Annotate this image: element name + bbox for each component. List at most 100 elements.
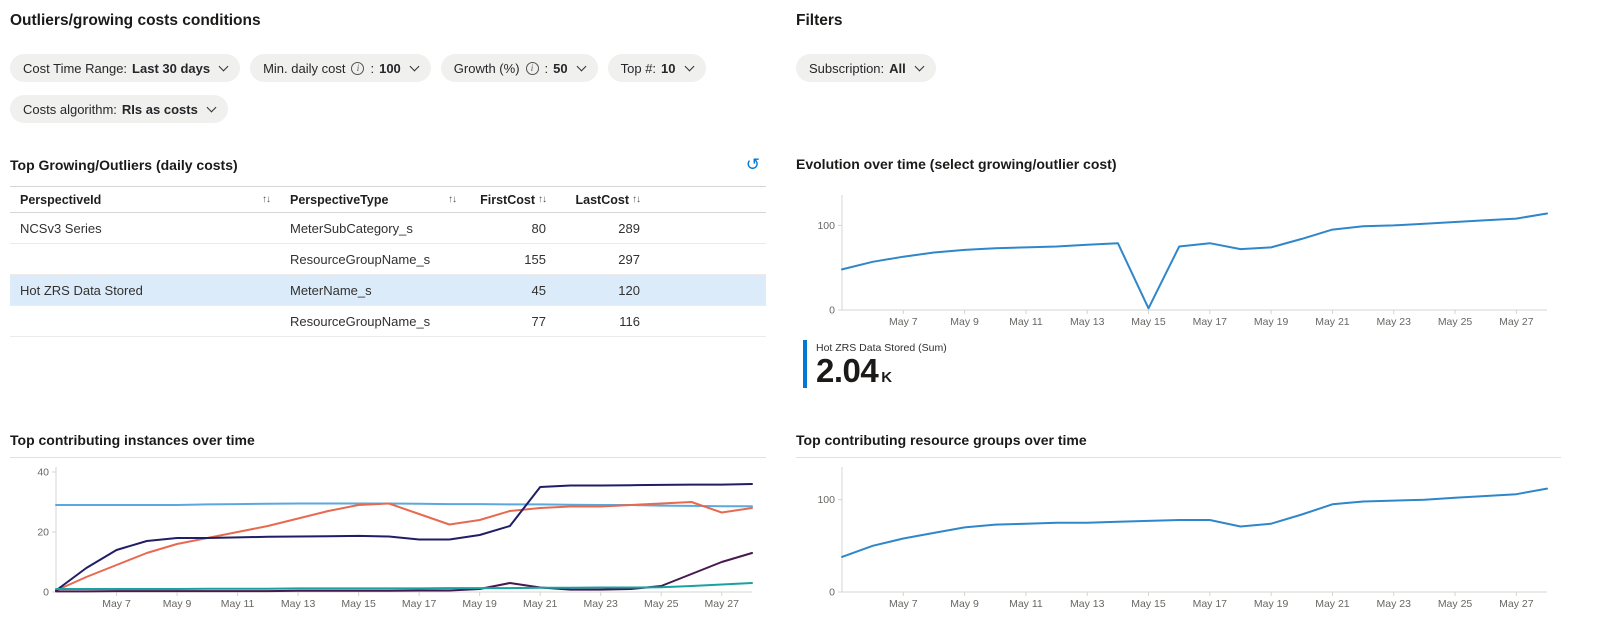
pill-cost-time-range[interactable]: Cost Time Range: Last 30 days (10, 54, 241, 82)
conditions-panel: Outliers/growing costs conditions Cost T… (10, 8, 766, 156)
undo-icon[interactable]: ↺ (745, 155, 760, 174)
conditions-title: Outliers/growing costs conditions (10, 12, 261, 29)
svg-text:May 19: May 19 (1254, 598, 1289, 610)
outliers-table: PerspectiveId ↑↓ PerspectiveType ↑↓ FirstCos… (10, 186, 766, 337)
instances-chart[interactable]: 0 20 40 May 7 May 9 May 11 May 13 May 15 May 17 M… (10, 464, 766, 614)
cell-lastcost: 120 (618, 282, 640, 298)
cell-perspectivetype: MeterSubCategory_s (290, 220, 413, 236)
column-header-label: FirstCost (480, 192, 535, 207)
chevron-down-icon (409, 61, 420, 71)
svg-text:May 13: May 13 (281, 598, 316, 610)
svg-text:May 27: May 27 (705, 598, 740, 610)
evolution-section: Evolution over time (select growing/outl… (796, 156, 1561, 426)
svg-text:May 15: May 15 (341, 598, 376, 610)
line-chart-svg: 0 20 40 May 7 May 9 May 11 May 13 May 15 May 17 M… (37, 467, 753, 610)
info-icon[interactable]: i (351, 61, 365, 75)
svg-text:May 17: May 17 (402, 598, 437, 610)
svg-text:100: 100 (817, 494, 835, 506)
info-icon[interactable]: i (525, 61, 539, 75)
pill-costs-algorithm[interactable]: Costs algorithm: RIs as costs (10, 95, 228, 123)
svg-text:May 7: May 7 (889, 598, 918, 610)
chevron-down-icon (218, 61, 229, 71)
table-row-4[interactable]: ResourceGroupName_s 77 116 (10, 306, 766, 337)
svg-text:May 21: May 21 (1315, 316, 1350, 328)
svg-text:May 11: May 11 (1009, 598, 1043, 610)
pill-min-daily-cost[interactable]: Min. daily cost i:100 (250, 54, 431, 82)
svg-text:May 23: May 23 (583, 598, 618, 610)
cell-lastcost: 289 (618, 220, 640, 236)
svg-text:May 25: May 25 (1438, 316, 1473, 328)
table-header-row: PerspectiveId ↑↓ PerspectiveType ↑↓ FirstCos… (10, 186, 766, 213)
metric-unit: K (881, 369, 892, 386)
sort-icon: ↑↓ (632, 194, 641, 205)
svg-text:May 27: May 27 (1499, 598, 1534, 610)
pill-label: Costs algorithm: (23, 101, 117, 117)
column-header-label: PerspectiveId (20, 192, 102, 207)
pill-label: Min. daily cost (263, 60, 346, 76)
cell-perspectivetype: ResourceGroupName_s (290, 251, 431, 267)
pill-label: Cost Time Range: (23, 60, 128, 76)
pill-subscription[interactable]: Subscription: All (796, 54, 936, 82)
svg-text:20: 20 (37, 527, 49, 539)
instances-section: Top contributing instances over time 0 20… (10, 426, 766, 624)
pill-value: 100 (379, 60, 401, 76)
svg-text:40: 40 (37, 467, 49, 479)
metric-number: 2.04 (816, 352, 879, 389)
cell-firstcost: 77 (531, 313, 546, 329)
sort-icon: ↑↓ (262, 194, 271, 205)
evolution-title: Evolution over time (select growing/outl… (796, 156, 1117, 172)
cell-firstcost: 45 (531, 282, 546, 298)
cell-firstcost: 80 (531, 220, 546, 236)
svg-text:May 9: May 9 (163, 598, 192, 610)
sort-icon: ↑↓ (448, 194, 457, 205)
svg-text:May 15: May 15 (1131, 316, 1166, 328)
column-header-perspectivetype[interactable]: PerspectiveType ↑↓ (280, 193, 466, 207)
cell-lastcost: 116 (619, 313, 640, 329)
svg-text:May 15: May 15 (1131, 598, 1166, 610)
table-row-1[interactable]: NCSv3 Series MeterSubCategory_s 80 289 (10, 213, 766, 244)
pill-growth[interactable]: Growth (%) i:50 (440, 54, 598, 82)
pill-separator: : (544, 60, 549, 76)
line-chart-svg: 0 100 May 7 May 9 May 11 May 13 May 15 May 17 Ma… (817, 195, 1548, 328)
pill-separator: : (370, 60, 375, 76)
outliers-table-title: Top Growing/Outliers (daily costs) (10, 156, 238, 173)
legend-item-hot-zrs[interactable]: Hot ZRS Data Stored (Sum) 2.04 K (803, 340, 1561, 388)
evolution-chart[interactable]: 0 100 May 7 May 9 May 11 May 13 May 15 May 17 Ma… (796, 192, 1561, 332)
resource-groups-title: Top contributing resource groups over ti… (796, 426, 1561, 458)
pill-label: Subscription: (809, 60, 885, 76)
column-header-perspectiveid[interactable]: PerspectiveId ↑↓ (10, 193, 280, 207)
cell-firstcost: 155 (524, 251, 546, 267)
chevron-down-icon (206, 102, 217, 112)
cell-perspectivetype: ResourceGroupName_s (290, 313, 431, 329)
svg-text:May 23: May 23 (1377, 598, 1412, 610)
svg-text:May 7: May 7 (102, 598, 131, 610)
svg-text:0: 0 (829, 587, 835, 599)
svg-text:May 11: May 11 (1009, 316, 1043, 328)
svg-text:May 25: May 25 (644, 598, 679, 610)
svg-text:May 21: May 21 (1315, 598, 1350, 610)
pill-value: 50 (553, 60, 568, 76)
svg-text:100: 100 (817, 220, 835, 232)
column-header-lastcost[interactable]: LastCost ↑↓ (556, 193, 650, 207)
column-header-label: LastCost (575, 192, 629, 207)
pill-value: Last 30 days (132, 60, 211, 76)
legend-series-label: Hot ZRS Data Stored (Sum) (816, 342, 947, 354)
svg-text:May 7: May 7 (889, 316, 918, 328)
column-header-firstcost[interactable]: FirstCost ↑↓ (466, 193, 556, 207)
resource-groups-chart[interactable]: 0 100 May 7 May 9 May 11 May 13 May 15 May 17 Ma… (796, 464, 1561, 614)
chevron-down-icon (576, 61, 587, 71)
svg-text:May 27: May 27 (1499, 316, 1534, 328)
outliers-table-section: Top Growing/Outliers (daily costs) ↺ Per… (10, 156, 766, 426)
resource-groups-section: Top contributing resource groups over ti… (796, 426, 1561, 624)
svg-text:May 19: May 19 (1254, 316, 1289, 328)
table-row-2[interactable]: ResourceGroupName_s 155 297 (10, 244, 766, 275)
pill-top[interactable]: Top #: 10 (607, 54, 706, 82)
svg-text:May 13: May 13 (1070, 598, 1105, 610)
pill-label: Top #: (620, 60, 657, 76)
metric-value: 2.04 K (816, 354, 947, 388)
filter-pills: Subscription: All (796, 54, 1561, 82)
svg-text:May 13: May 13 (1070, 316, 1105, 328)
table-row-3[interactable]: Hot ZRS Data Stored MeterName_s 45 120 (10, 275, 766, 306)
condition-pills: Cost Time Range: Last 30 days Min. daily c… (10, 54, 766, 123)
svg-text:May 23: May 23 (1377, 316, 1412, 328)
